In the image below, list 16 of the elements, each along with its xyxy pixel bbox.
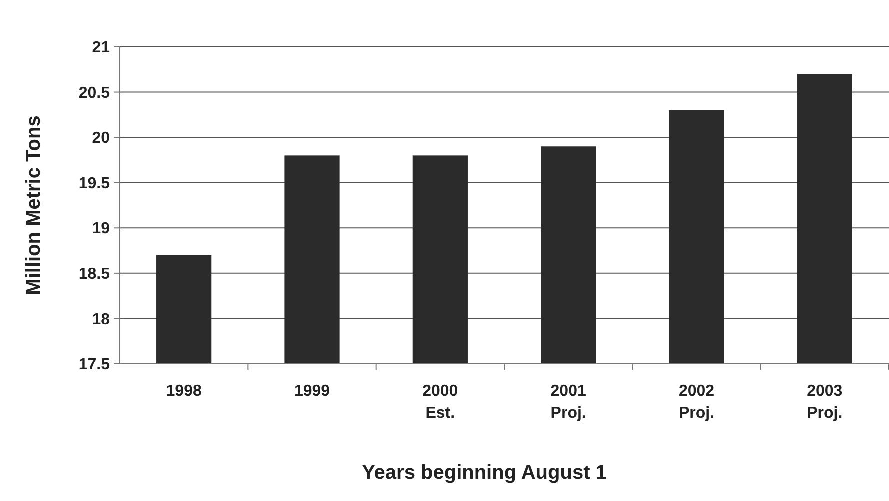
x-tick-label: 1998 (166, 383, 202, 400)
x-tick-label: 2003 Proj. (807, 383, 843, 422)
y-tick-label: 17.5 (78, 356, 110, 374)
y-tick-label: 20.5 (78, 84, 110, 102)
x-tick-label: 2002 Proj. (678, 383, 715, 422)
x-tick-label: 2000 Est. (422, 383, 458, 422)
y-tick-label: 20 (92, 130, 110, 148)
y-tick-label: 18 (92, 311, 110, 328)
y-tick-label: 21 (92, 40, 110, 57)
y-axis-title: Million Metric Tons (23, 116, 45, 296)
x-tick-label: 1999 (294, 383, 330, 400)
y-tick-label: 18.5 (78, 266, 110, 284)
y-tick-label: 19 (92, 220, 110, 238)
y-tick-label: 19.5 (78, 175, 110, 192)
x-axis-title: Years beginning August 1 (362, 462, 607, 484)
x-tick-label: 2001 Proj. (550, 383, 586, 422)
